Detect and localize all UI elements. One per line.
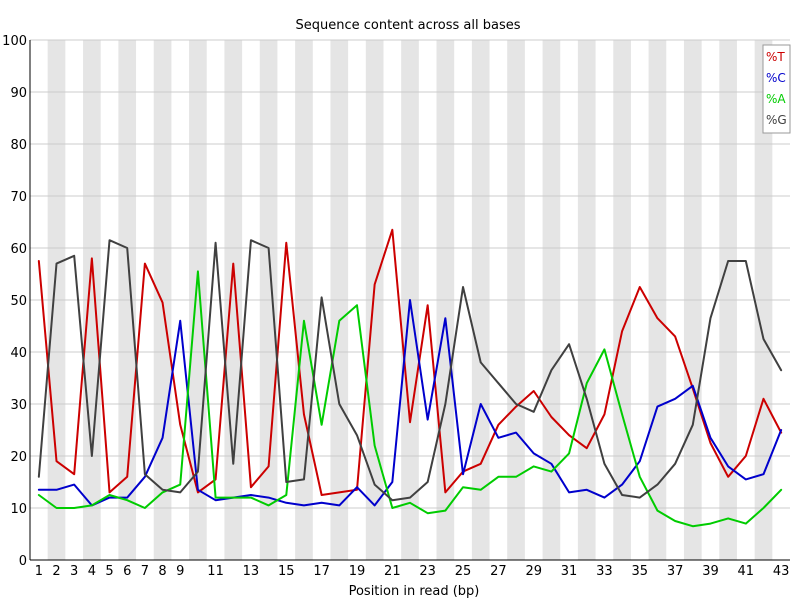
y-tick-label: 30	[10, 398, 27, 413]
series-line-pct-t	[37, 228, 783, 496]
legend-entry: %C	[766, 71, 786, 85]
x-tick-labels: 1 2 3 4 5 6 7 8 9 11 13 15 17 19 21 23 25 27 29 31 33 35 37 39 4…	[35, 564, 790, 579]
x-tick-label: 35	[631, 564, 648, 579]
x-tick-label: 31	[561, 564, 578, 579]
y-tick-label: 80	[10, 138, 27, 153]
y-tick-label: 20	[10, 450, 27, 465]
y-tick-label: 60	[10, 242, 27, 257]
x-tick-label: 11	[207, 564, 224, 579]
x-tick-label: 27	[490, 564, 507, 579]
x-tick-label: 13	[243, 564, 260, 579]
chart-title: Sequence content across all bases	[295, 18, 520, 33]
y-tick-labels: 0 10 20 30 40 50 60 70 80 90 100	[2, 34, 27, 569]
x-tick-label: 7	[141, 564, 149, 579]
x-tick-label: 25	[455, 564, 472, 579]
x-tick-label: 8	[158, 564, 166, 579]
x-tick-label: 4	[88, 564, 96, 579]
x-tick-label: 29	[525, 564, 542, 579]
y-tick-label: 70	[10, 190, 27, 205]
y-tick-label: 50	[10, 294, 27, 309]
x-tick-label: 23	[419, 564, 436, 579]
legend-box	[762, 44, 791, 134]
x-tick-label: 2	[52, 564, 60, 579]
x-tick-label: 43	[773, 564, 790, 579]
x-tick-label: 39	[702, 564, 719, 579]
y-tick-label: 90	[10, 86, 27, 101]
series-line-pct-a	[37, 270, 783, 528]
series-lines	[37, 228, 783, 528]
series-line-pct-c	[37, 299, 783, 507]
x-tick-label: 19	[349, 564, 366, 579]
x-axis-label: Position in read (bp)	[349, 584, 480, 599]
legend-entry: %G	[766, 113, 787, 127]
x-tick-label: 15	[278, 564, 295, 579]
legend-entry: %A	[766, 92, 786, 106]
x-tick-label: 1	[35, 564, 43, 579]
x-tick-label: 6	[123, 564, 131, 579]
x-tick-label: 3	[70, 564, 78, 579]
x-tick-label: 9	[176, 564, 184, 579]
legend-entry: %T	[766, 50, 785, 64]
legend: %T %C %A %G	[762, 44, 791, 134]
x-tick-label: 17	[313, 564, 330, 579]
y-tick-label: 10	[10, 502, 27, 517]
series-line-pct-g	[37, 239, 783, 502]
x-tick-label: 41	[738, 564, 755, 579]
x-tick-label: 37	[667, 564, 684, 579]
x-tick-label: 33	[596, 564, 613, 579]
axes	[29, 40, 790, 561]
y-tick-label: 40	[10, 346, 27, 361]
y-tick-label: 0	[19, 554, 27, 569]
x-tick-label: 21	[384, 564, 401, 579]
y-tick-label: 100	[2, 34, 27, 49]
x-tick-label: 5	[105, 564, 113, 579]
